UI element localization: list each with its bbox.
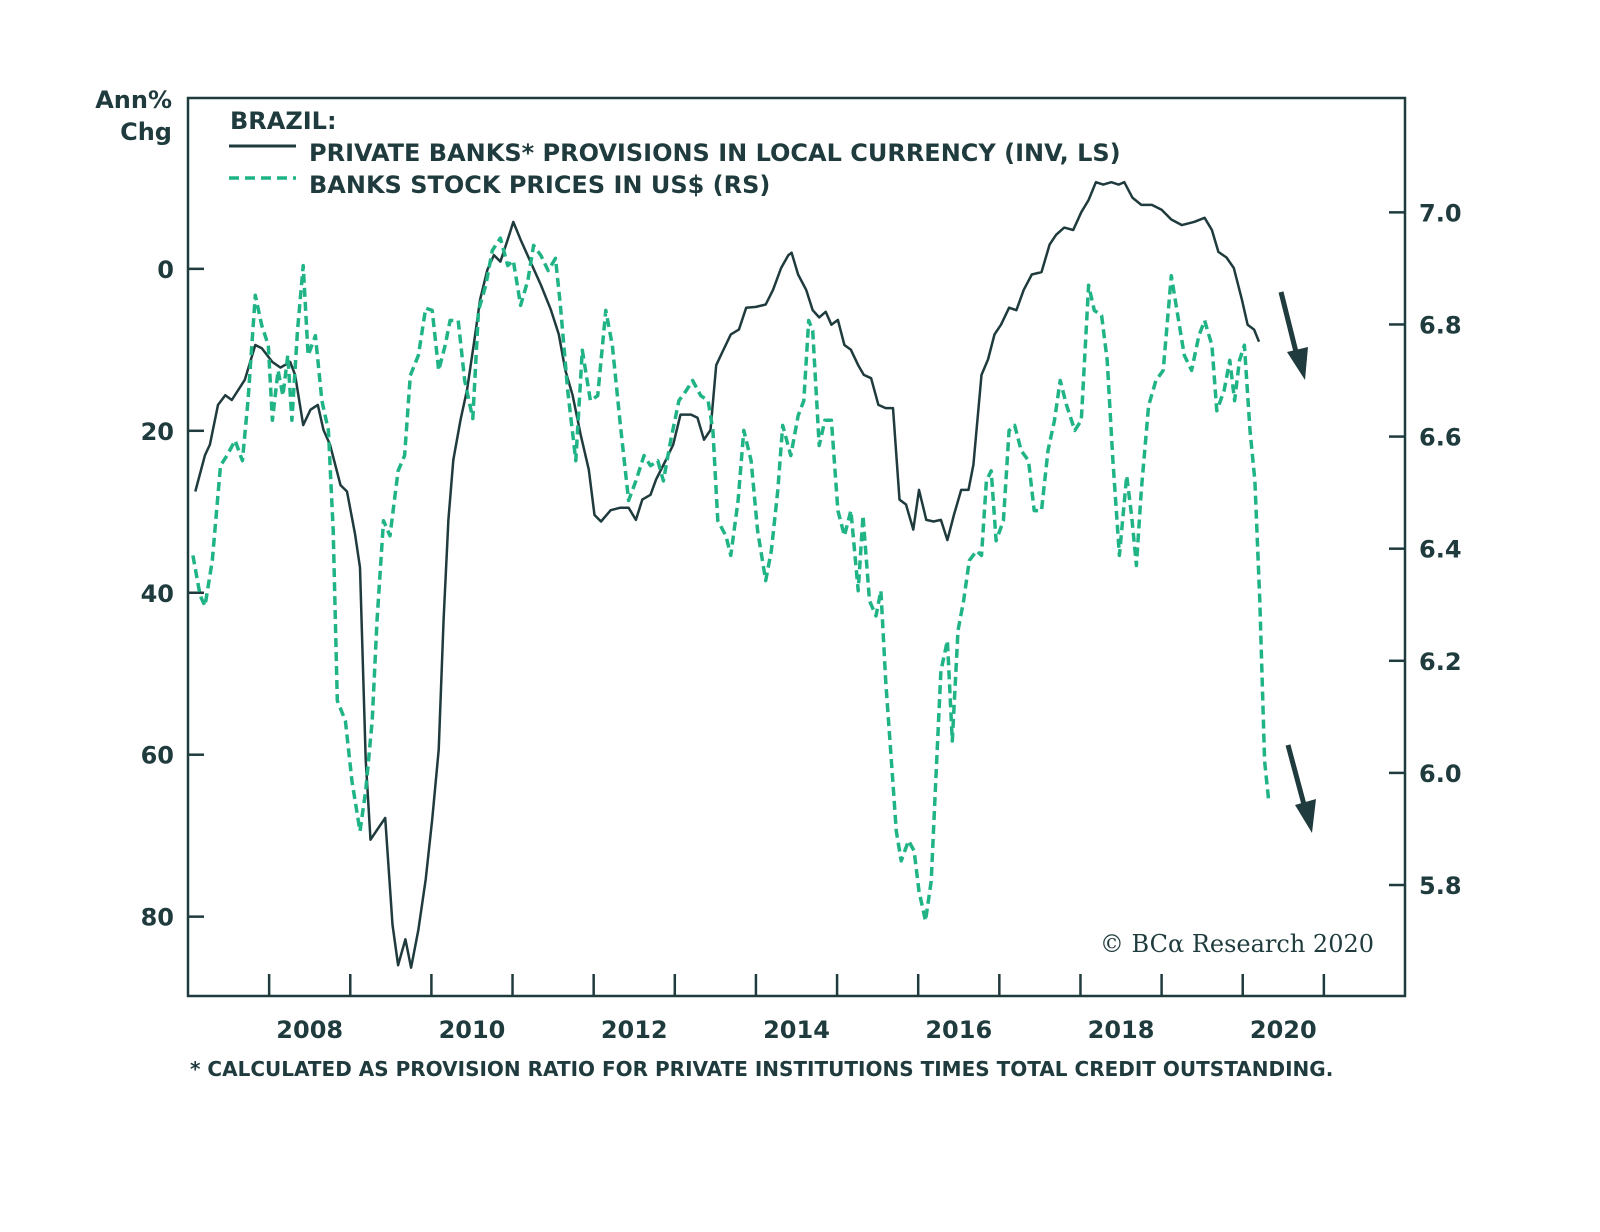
series-line-bank-stock-prices bbox=[191, 236, 1271, 923]
x-tick-label: 2016 bbox=[925, 1016, 992, 1044]
series-line-private-bank-provisions bbox=[194, 180, 1261, 969]
x-tick-label: 2020 bbox=[1250, 1016, 1317, 1044]
right-tick-label: 6.0 bbox=[1419, 760, 1462, 788]
x-tick-label: 2014 bbox=[763, 1016, 830, 1044]
x-axis: 2008 2010 2012 2014 2016 2018 2020 bbox=[267, 974, 1326, 1044]
right-tick-label: 6.6 bbox=[1419, 424, 1462, 452]
arrow-provisions-down bbox=[1278, 291, 1308, 380]
right-axis: 5.8 6.0 6.2 6.4 6.6 6.8 7.0 bbox=[1389, 199, 1462, 900]
x-tick-label: 2018 bbox=[1088, 1016, 1155, 1044]
right-tick-label: 6.2 bbox=[1419, 648, 1462, 676]
x-tick-label: 2010 bbox=[439, 1016, 506, 1044]
credit-text: © BCα Research 2020 bbox=[1100, 930, 1374, 958]
left-tick-label: 40 bbox=[141, 580, 174, 608]
legend-title: BRAZIL: bbox=[230, 107, 337, 135]
left-axis-unit-line2: Chg bbox=[120, 118, 172, 146]
legend-label-stocks: BANKS STOCK PRICES IN US$ (RS) bbox=[309, 171, 770, 199]
left-tick-label: 60 bbox=[141, 742, 174, 770]
left-tick-label: 0 bbox=[157, 256, 174, 284]
left-axis-unit-line1: Ann% bbox=[95, 86, 172, 114]
right-tick-label: 7.0 bbox=[1419, 199, 1462, 227]
arrow-stocks-down bbox=[1285, 744, 1316, 833]
x-tick-label: 2008 bbox=[276, 1016, 343, 1044]
footnote: * CALCULATED AS PROVISION RATIO FOR PRIV… bbox=[190, 1057, 1333, 1081]
legend-label-provisions: PRIVATE BANKS* PROVISIONS IN LOCAL CURRE… bbox=[309, 139, 1121, 167]
right-tick-label: 6.8 bbox=[1419, 311, 1462, 339]
x-tick-label: 2012 bbox=[601, 1016, 668, 1044]
right-tick-label: 6.4 bbox=[1419, 536, 1462, 564]
right-tick-label: 5.8 bbox=[1419, 872, 1462, 900]
left-axis: 0 20 40 60 80 bbox=[141, 256, 204, 932]
plot-frame bbox=[186, 96, 1407, 998]
left-tick-label: 20 bbox=[141, 418, 174, 446]
left-tick-label: 80 bbox=[141, 904, 174, 932]
series-layer bbox=[191, 180, 1271, 969]
